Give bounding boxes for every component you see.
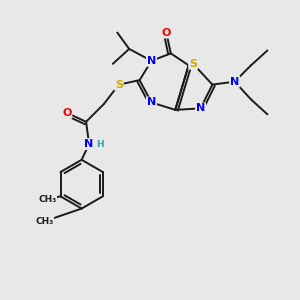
Text: O: O	[162, 28, 171, 38]
Text: N: N	[196, 103, 205, 113]
Text: N: N	[230, 76, 239, 87]
Text: S: S	[189, 59, 197, 69]
Text: CH₃: CH₃	[35, 217, 54, 226]
Text: CH₃: CH₃	[38, 194, 57, 203]
Text: N: N	[147, 56, 156, 66]
Text: O: O	[62, 108, 71, 118]
Text: H: H	[97, 140, 104, 148]
Text: S: S	[115, 80, 123, 90]
Text: N: N	[147, 98, 156, 107]
Text: N: N	[84, 139, 94, 149]
